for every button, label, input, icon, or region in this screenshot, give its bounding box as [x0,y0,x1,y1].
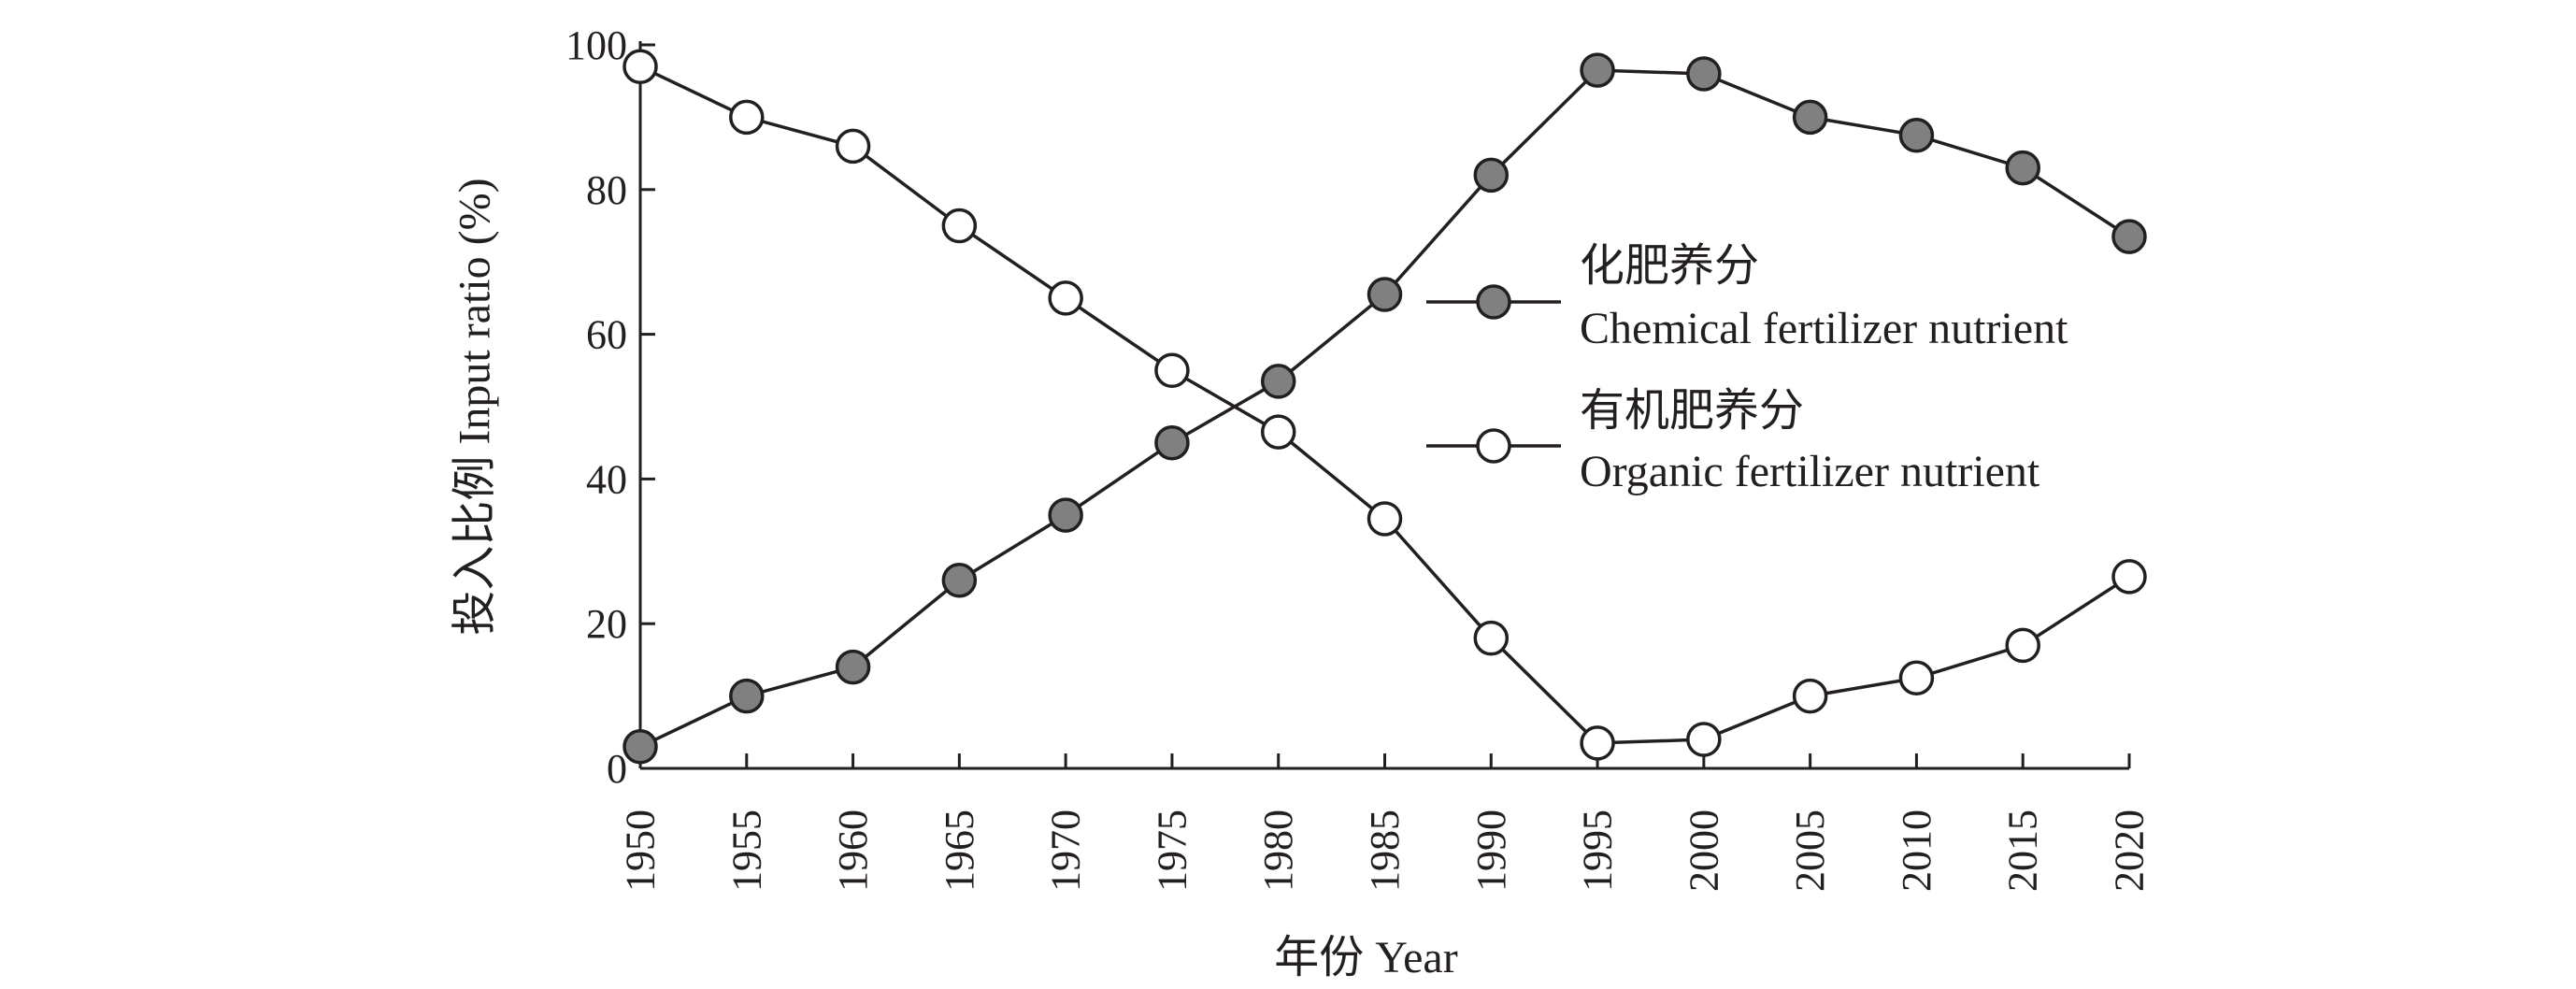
data-point-chemical [729,678,765,714]
x-tick-label: 1975 [1149,810,1195,892]
x-tick-label: 1985 [1362,810,1408,892]
data-point-organic [2111,559,2147,595]
data-point-organic [2005,627,2040,664]
x-axis-title: 年份 Year [1274,933,1457,982]
data-point-chemical [1048,497,1083,533]
y-tick-label: 0 [607,746,627,792]
legend-label-cn-organic: 有机肥养分 [1580,386,1804,436]
legend-label-cn-chemical: 化肥养分 [1580,241,1759,291]
data-point-organic [729,99,765,136]
data-point-organic [1792,678,1828,714]
data-point-chemical [941,563,978,598]
data-point-chemical [2005,150,2040,186]
y-tick-label: 80 [586,167,627,213]
x-tick-label: 2020 [2107,810,2153,892]
x-tick-label: 1970 [1043,810,1089,892]
axes: 0 20 40 60 80 100 1950 1955 1960 1965 1970 1975 1980… [451,22,2153,982]
data-point-organic [623,49,658,84]
x-tick-label: 1955 [723,810,769,892]
x-tick-label: 2005 [1787,810,1833,892]
data-point-organic [1580,725,1615,761]
legend-marker-organic [1476,428,1511,464]
data-point-chemical [1473,157,1510,194]
legend-marker-chemical [1476,284,1511,320]
data-point-organic [1898,660,1935,695]
data-point-chemical [2111,219,2147,254]
x-tick-label: 1995 [1575,810,1621,892]
x-tick-label: 2015 [2000,810,2046,892]
data-point-organic [1260,414,1296,450]
data-point-organic [1367,501,1403,537]
data-point-chemical [1792,99,1828,136]
x-tick-label: 2010 [1894,810,1939,892]
data-point-chemical [1154,424,1190,461]
series-layer [623,49,2147,765]
x-tick-label: 1990 [1468,810,1514,892]
legend-label-en-chemical: Chemical fertilizer nutrient [1580,304,2068,353]
data-point-organic [1048,280,1083,316]
y-axis-title: 投入比例 Input ratio (%) [451,178,500,635]
data-point-chemical [1260,364,1296,399]
series-line-chemical [639,68,2130,749]
data-point-organic [1154,352,1190,389]
data-point-chemical [1580,52,1615,88]
legend: 化肥养分 Chemical fertilizer nutrient 有机肥养分 Org… [1426,241,2068,496]
data-point-chemical [835,649,871,685]
data-point-organic [1473,620,1510,656]
data-point-organic [835,128,871,165]
x-tick-label: 1965 [937,810,982,892]
y-tick-label: 100 [565,22,627,68]
data-point-organic [941,208,978,244]
legend-label-en-organic: Organic fertilizer nutrient [1580,447,2040,496]
data-point-chemical [1686,56,1722,92]
x-tick-label: 1960 [830,810,876,892]
x-tick-label: 1950 [618,810,664,892]
x-tick-label: 1980 [1255,810,1301,892]
data-point-chemical [1367,277,1403,312]
y-tick-label: 20 [586,601,627,647]
data-point-organic [1686,722,1722,757]
y-tick-label: 60 [586,312,627,358]
y-tick-label: 40 [586,456,627,502]
data-point-chemical [623,729,658,765]
series-line-organic [639,64,2130,745]
data-point-chemical [1898,118,1935,153]
x-tick-label: 2000 [1681,810,1726,892]
